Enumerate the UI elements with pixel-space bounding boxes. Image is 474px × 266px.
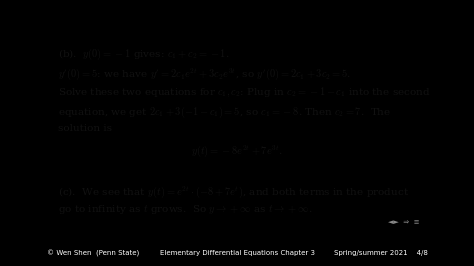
Text: (c).  We see that $y(t) = e^{2t} \cdot (-8 + 7e^t)$, and both terms in the produ: (c). We see that $y(t) = e^{2t} \cdot (-… [58,184,410,200]
Text: (b).  $y(0) = -1$ gives: $c_1 + c_2 = -1$.: (b). $y(0) = -1$ gives: $c_1 + c_2 = -1$… [58,47,230,62]
Text: equation, we get $2c_1 + 3(-1 - c_1) = 5$, so $c_1 = -8$. Then $c_2 = 7$.  The: equation, we get $2c_1 + 3(-1 - c_1) = 5… [58,105,392,120]
Text: go to infinity as $t$ grows.  So $y \to +\infty$ as $t \to +\infty$.: go to infinity as $t$ grows. So $y \to +… [58,203,313,216]
Text: Elementary Differential Equations Chapter 3: Elementary Differential Equations Chapte… [159,250,315,256]
Text: $y'(0) = 5$: we have $y' = 2c_1e^{2t} + 3c_2e^{3t}$, so $y'(0) = 2c_1 + 3c_2 = 5: $y'(0) = 5$: we have $y' = 2c_1e^{2t} + … [58,66,351,82]
Text: © Wen Shen  (Penn State): © Wen Shen (Penn State) [46,250,139,257]
Text: solution is: solution is [58,124,112,133]
Text: ◄►  ⇒  ≡: ◄► ⇒ ≡ [388,219,419,225]
Text: Solve these two equations for $c_1, c_2$: Plug in $c_2 = -1 - c_1$ into the seco: Solve these two equations for $c_1, c_2$… [58,85,431,98]
Text: Spring/summer 2021    4/8: Spring/summer 2021 4/8 [334,250,428,256]
Text: $y(t) = -8e^{2t} + 7e^{3t}$.: $y(t) = -8e^{2t} + 7e^{3t}$. [191,143,283,159]
